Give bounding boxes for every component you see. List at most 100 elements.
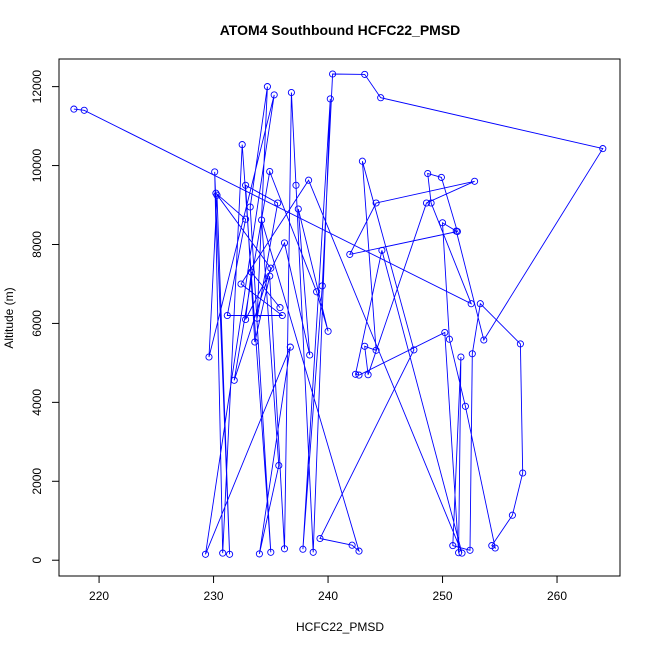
data-point bbox=[318, 282, 326, 290]
data-point bbox=[211, 168, 219, 176]
data-point bbox=[242, 215, 250, 223]
data-point bbox=[372, 346, 380, 354]
data-point bbox=[441, 328, 449, 337]
y-tick-label: 8000 bbox=[30, 231, 44, 258]
data-point bbox=[237, 280, 245, 288]
x-axis: 220 230 240 250 260 bbox=[89, 575, 567, 603]
data-point bbox=[212, 189, 220, 197]
data-point bbox=[270, 91, 278, 99]
data-point bbox=[449, 542, 457, 550]
data-point bbox=[361, 342, 369, 350]
data-point bbox=[355, 547, 363, 555]
data-point bbox=[242, 315, 250, 324]
data-point bbox=[519, 469, 527, 477]
data-point bbox=[280, 545, 289, 553]
data-point bbox=[377, 94, 385, 102]
data-point bbox=[258, 216, 266, 224]
y-tick-label: 10000 bbox=[30, 149, 44, 183]
data-point bbox=[445, 335, 453, 343]
data-point bbox=[274, 199, 282, 207]
data-point bbox=[355, 371, 363, 379]
data-point bbox=[516, 340, 524, 348]
data-point bbox=[309, 548, 317, 556]
data-point bbox=[508, 511, 516, 519]
data-point bbox=[467, 300, 475, 308]
data-point bbox=[358, 157, 366, 165]
data-point bbox=[286, 343, 294, 351]
data-point bbox=[471, 177, 479, 185]
data-point bbox=[361, 70, 369, 78]
series-line bbox=[73, 73, 604, 555]
data-point bbox=[223, 311, 231, 320]
data-point bbox=[364, 371, 372, 379]
data-point bbox=[455, 549, 463, 557]
data-point bbox=[205, 353, 213, 361]
data-point bbox=[348, 541, 356, 549]
y-tick-label: 6000 bbox=[30, 310, 44, 337]
data-point bbox=[326, 95, 334, 103]
data-point bbox=[488, 542, 496, 550]
y-axis: 0 2000 4000 6000 8000 10000 12000 bbox=[30, 70, 60, 564]
data-point bbox=[422, 199, 431, 207]
data-point bbox=[480, 336, 488, 344]
data-point bbox=[255, 550, 263, 558]
data-point bbox=[306, 351, 314, 359]
data-point bbox=[287, 88, 295, 97]
data-point bbox=[226, 550, 234, 558]
x-tick-label: 230 bbox=[204, 589, 224, 603]
data-point bbox=[378, 246, 386, 254]
data-point bbox=[427, 199, 435, 207]
data-point bbox=[275, 461, 283, 470]
x-tick-label: 260 bbox=[547, 589, 567, 603]
data-point bbox=[201, 550, 210, 558]
data-point bbox=[351, 370, 360, 378]
data-point bbox=[372, 199, 380, 207]
data-point bbox=[305, 176, 313, 184]
data-point bbox=[476, 300, 484, 308]
data-point bbox=[80, 106, 88, 114]
data-point bbox=[458, 549, 466, 557]
data-point bbox=[466, 546, 474, 554]
series-layer bbox=[70, 70, 607, 558]
data-point bbox=[251, 338, 259, 346]
data-point bbox=[437, 173, 445, 181]
data-point bbox=[280, 239, 289, 247]
data-point bbox=[219, 549, 227, 557]
data-point bbox=[294, 205, 302, 213]
data-point bbox=[599, 145, 607, 153]
y-axis-label: Altitude (m) bbox=[2, 287, 16, 348]
data-point bbox=[346, 250, 354, 258]
data-point bbox=[468, 350, 476, 358]
x-tick-label: 240 bbox=[318, 589, 338, 603]
y-tick-label: 12000 bbox=[30, 70, 44, 104]
data-point bbox=[461, 402, 469, 410]
x-tick-label: 250 bbox=[433, 589, 453, 603]
data-point bbox=[316, 534, 324, 543]
data-point bbox=[299, 545, 307, 553]
data-point bbox=[452, 227, 460, 235]
data-point bbox=[263, 83, 271, 91]
data-point bbox=[438, 219, 447, 227]
data-point bbox=[457, 353, 465, 361]
data-point bbox=[266, 167, 274, 176]
data-point bbox=[253, 314, 261, 322]
data-point bbox=[278, 311, 286, 320]
data-point bbox=[410, 346, 418, 354]
data-point bbox=[230, 376, 238, 384]
y-tick-label: 4000 bbox=[30, 389, 44, 416]
data-point bbox=[238, 141, 246, 149]
chart-title: ATOM4 Southbound HCFC22_PMSD bbox=[220, 22, 461, 38]
y-tick-label: 0 bbox=[30, 557, 44, 564]
x-axis-label: HCFC22_PMSD bbox=[296, 620, 384, 634]
data-point bbox=[292, 181, 300, 189]
data-point bbox=[424, 169, 432, 178]
data-point bbox=[324, 327, 332, 335]
x-tick-label: 220 bbox=[89, 589, 109, 603]
data-point bbox=[313, 288, 321, 296]
data-point bbox=[329, 70, 337, 78]
data-point bbox=[267, 548, 275, 556]
data-point bbox=[276, 304, 284, 312]
data-point bbox=[267, 264, 275, 272]
data-point bbox=[246, 203, 254, 211]
